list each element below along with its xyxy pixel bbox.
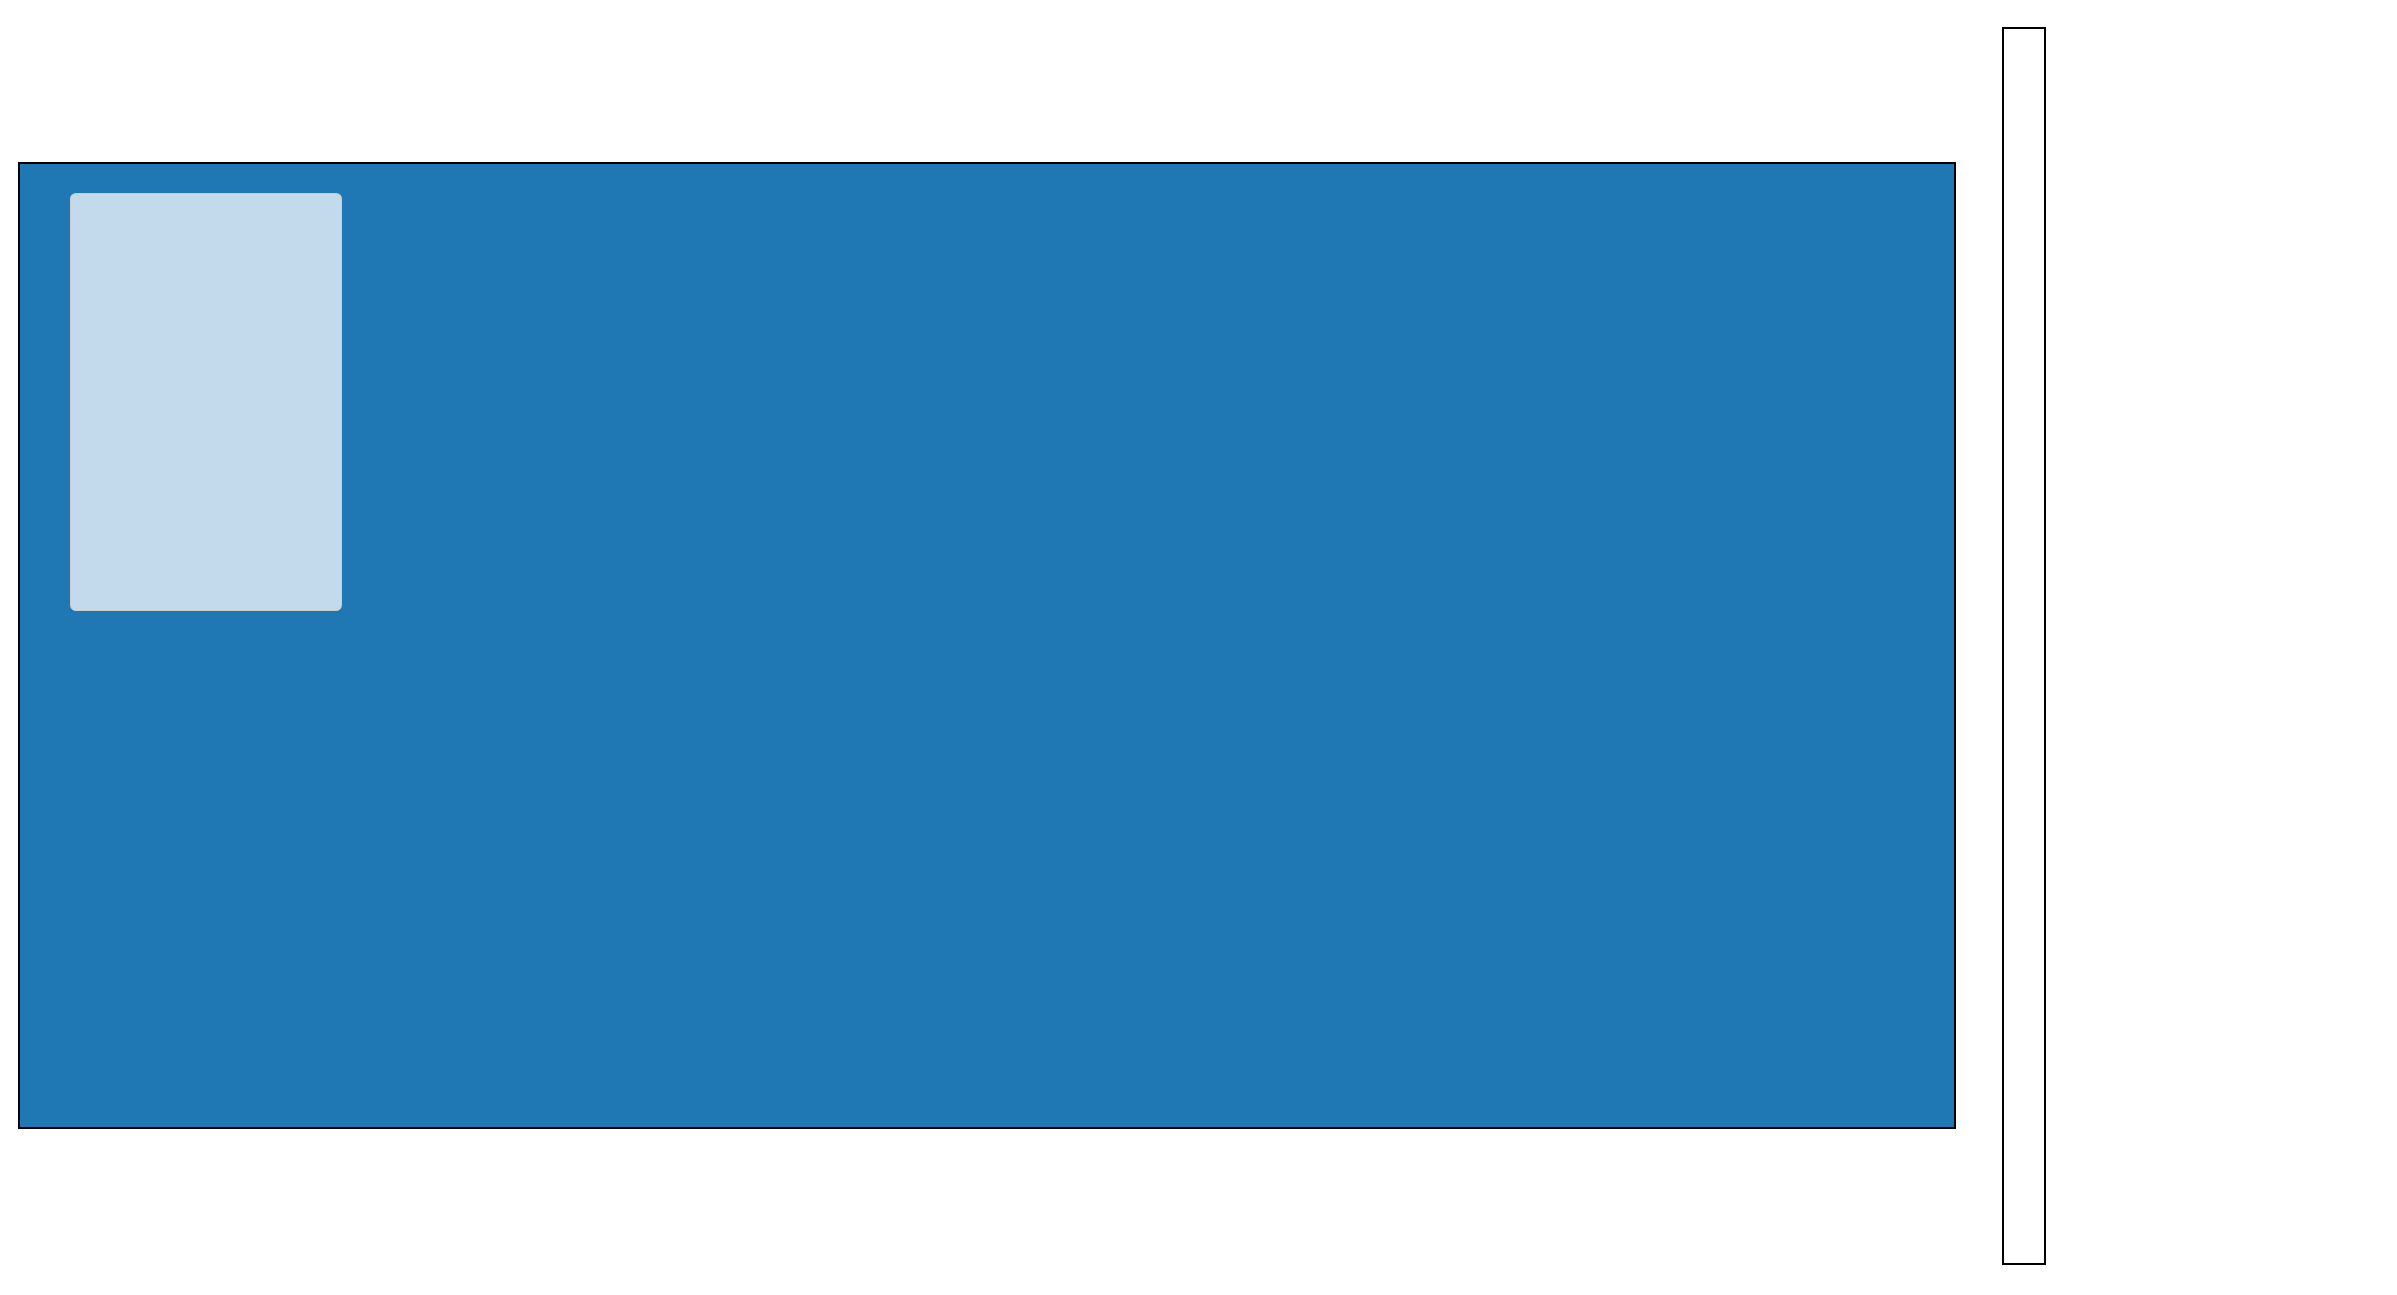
sites-legend: [70, 193, 342, 611]
ocean-background: [20, 164, 1954, 1127]
colorbar-outline: [2002, 27, 2046, 1265]
world-map[interactable]: [18, 162, 1956, 1129]
map-canvas: [20, 164, 1954, 1127]
colorbar: [2002, 27, 2046, 1265]
